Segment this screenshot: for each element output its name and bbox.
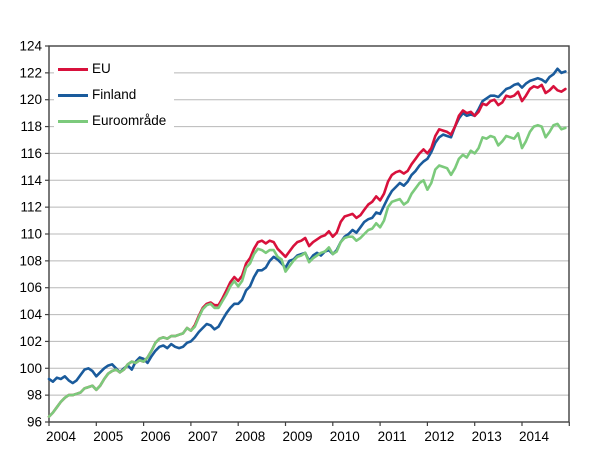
x-axis-label: 2004: [46, 429, 77, 444]
y-axis-label: 120: [19, 92, 42, 107]
legend-label-eu: EU: [92, 61, 111, 77]
x-axis-label: 2009: [282, 429, 312, 444]
euroomrde-series-line: [47, 122, 567, 418]
x-axis-label: 2008: [235, 429, 265, 444]
y-axis-label: 112: [20, 200, 42, 215]
x-axis-label: 2014: [519, 429, 550, 444]
euroomrade-line-swatch: [58, 119, 88, 123]
y-axis-label: 102: [19, 334, 42, 349]
y-axis-label: 108: [19, 253, 42, 268]
y-axis-label: 114: [20, 173, 42, 188]
y-axis-label: 124: [19, 39, 42, 54]
x-axis-label: 2013: [472, 429, 502, 444]
legend-label-finland: Finland: [92, 87, 137, 103]
y-axis-label: 116: [20, 146, 42, 161]
y-axis-label: 122: [19, 65, 42, 80]
x-axis-label: 2010: [330, 429, 360, 444]
legend: EU Finland Euroområde: [54, 54, 175, 140]
x-axis-label: 2006: [141, 429, 171, 444]
x-axis-label: 2007: [188, 429, 218, 444]
y-axis-label: 106: [19, 280, 42, 295]
y-axis-label: 98: [27, 388, 42, 403]
finland-line-swatch: [58, 93, 88, 97]
legend-item-finland: Finland: [58, 82, 166, 108]
legend-item-eu: EU: [58, 56, 166, 82]
x-axis-label: 2005: [93, 429, 123, 444]
y-axis-label: 104: [19, 307, 42, 322]
x-axis-label: 2012: [424, 429, 454, 444]
y-axis-label: 100: [19, 361, 42, 376]
eu-line-swatch: [58, 67, 88, 71]
y-axis-label: 96: [27, 415, 42, 430]
legend-item-euroomrade: Euroområde: [58, 108, 166, 134]
y-axis-label: 110: [20, 227, 42, 242]
legend-label-euroomrade: Euroområde: [92, 113, 167, 129]
y-axis-label: 118: [20, 119, 42, 134]
x-axis-label: 2011: [378, 429, 407, 444]
